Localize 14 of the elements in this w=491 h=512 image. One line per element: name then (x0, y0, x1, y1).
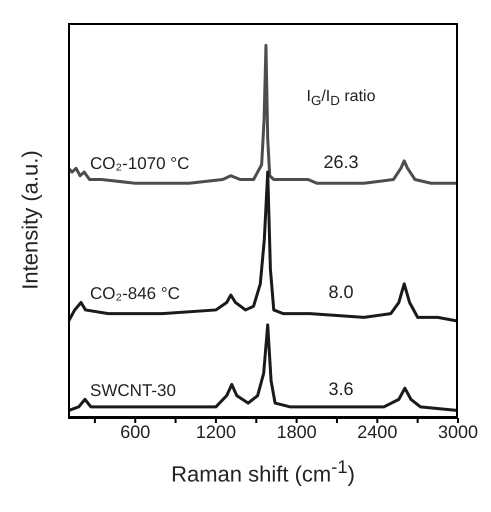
annotation: I$_{G}$/I$_{D}$ ratio (306, 88, 376, 108)
series-label: CO₂-1070 °C (90, 154, 190, 174)
x-axis-title: Raman shift (cm$^{-1}$) (170, 456, 356, 488)
annotation: 3.6 (327, 378, 355, 400)
x-tick-label: 3000 (438, 422, 478, 442)
annotation: 8.0 (327, 282, 355, 303)
x-tick-label: 2400 (357, 422, 398, 442)
y-axis-title: Intensity (a.u.) (17, 148, 43, 292)
x-tick-label: 1800 (276, 422, 317, 442)
series-label: SWCNT-30 (90, 380, 176, 401)
x-tick-label: 600 (120, 422, 150, 442)
annotation: 26.3 (322, 152, 360, 172)
x-tick-label: 1200 (196, 422, 236, 442)
series-label: CO₂-846 °C (90, 284, 180, 304)
